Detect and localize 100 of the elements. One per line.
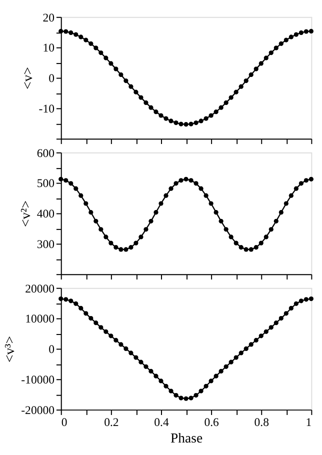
point (268, 227, 274, 232)
point (248, 72, 254, 78)
point (188, 396, 194, 400)
point (98, 227, 104, 232)
point (298, 181, 304, 186)
point (128, 350, 134, 356)
point (138, 234, 144, 240)
point (198, 118, 204, 124)
point (294, 186, 298, 191)
point (228, 95, 234, 100)
point (118, 247, 124, 252)
point (118, 342, 124, 347)
x-tick-label: 0.4 (154, 416, 169, 429)
point (178, 396, 184, 400)
point (64, 297, 68, 302)
y-tick-label: 10000 (25, 312, 55, 326)
point (174, 120, 178, 126)
point (228, 234, 234, 240)
y-axis-title: <v³> (2, 336, 18, 362)
point (138, 360, 144, 364)
point (208, 113, 214, 118)
point (94, 218, 98, 224)
point (294, 32, 298, 37)
point (194, 392, 198, 398)
y-tick-label: 0 (48, 72, 55, 86)
point (308, 176, 314, 182)
point (74, 32, 78, 37)
point (268, 50, 274, 56)
point (114, 245, 118, 250)
point (294, 301, 298, 306)
point (278, 210, 284, 215)
point (64, 178, 68, 183)
point (124, 78, 128, 84)
point (268, 325, 274, 330)
point (218, 105, 224, 110)
y-tick-label: 20000 (25, 282, 55, 296)
point (274, 320, 278, 326)
point (158, 113, 164, 118)
y-tick-label: 300 (36, 238, 55, 252)
point (244, 247, 248, 252)
point (244, 346, 248, 352)
point (78, 34, 84, 40)
point (288, 34, 294, 40)
point (64, 29, 68, 34)
point (94, 46, 98, 50)
point (158, 201, 164, 206)
point (94, 320, 98, 326)
point (224, 227, 228, 232)
point (264, 329, 268, 334)
point (234, 355, 238, 360)
point (204, 193, 208, 198)
point (174, 181, 178, 186)
point (308, 28, 314, 34)
point (174, 392, 178, 398)
point (264, 56, 268, 60)
point (164, 384, 168, 388)
x-tick-label: 0.8 (254, 416, 270, 429)
point (104, 234, 108, 240)
point (234, 90, 238, 94)
point (58, 296, 64, 302)
y-tick-label: -10000 (21, 374, 55, 387)
point (214, 110, 218, 114)
point (128, 84, 134, 89)
point (84, 201, 88, 206)
point (238, 84, 244, 89)
point (178, 122, 184, 126)
point (148, 105, 154, 110)
point (108, 334, 114, 338)
point (144, 100, 148, 106)
point (218, 368, 224, 374)
point (58, 28, 64, 34)
y-tick-label: 600 (36, 146, 55, 160)
point (204, 384, 208, 388)
point (84, 311, 88, 316)
point (298, 298, 304, 304)
point (78, 193, 84, 198)
point (244, 78, 248, 84)
point (138, 95, 144, 100)
point (84, 38, 88, 42)
point (284, 311, 288, 316)
point (304, 297, 308, 302)
point (118, 72, 124, 78)
y-tick-label: 10 (42, 42, 55, 55)
point (254, 245, 258, 250)
point (304, 178, 308, 183)
point (74, 186, 78, 191)
point (134, 90, 138, 94)
point (258, 61, 264, 66)
point (238, 350, 244, 356)
point (278, 41, 284, 46)
point (224, 100, 228, 106)
point (188, 122, 194, 126)
point (238, 245, 244, 250)
point (148, 368, 154, 374)
point (154, 110, 158, 114)
point (284, 201, 288, 206)
point (264, 234, 268, 240)
point (224, 364, 228, 369)
point (308, 296, 314, 302)
point (168, 186, 174, 191)
